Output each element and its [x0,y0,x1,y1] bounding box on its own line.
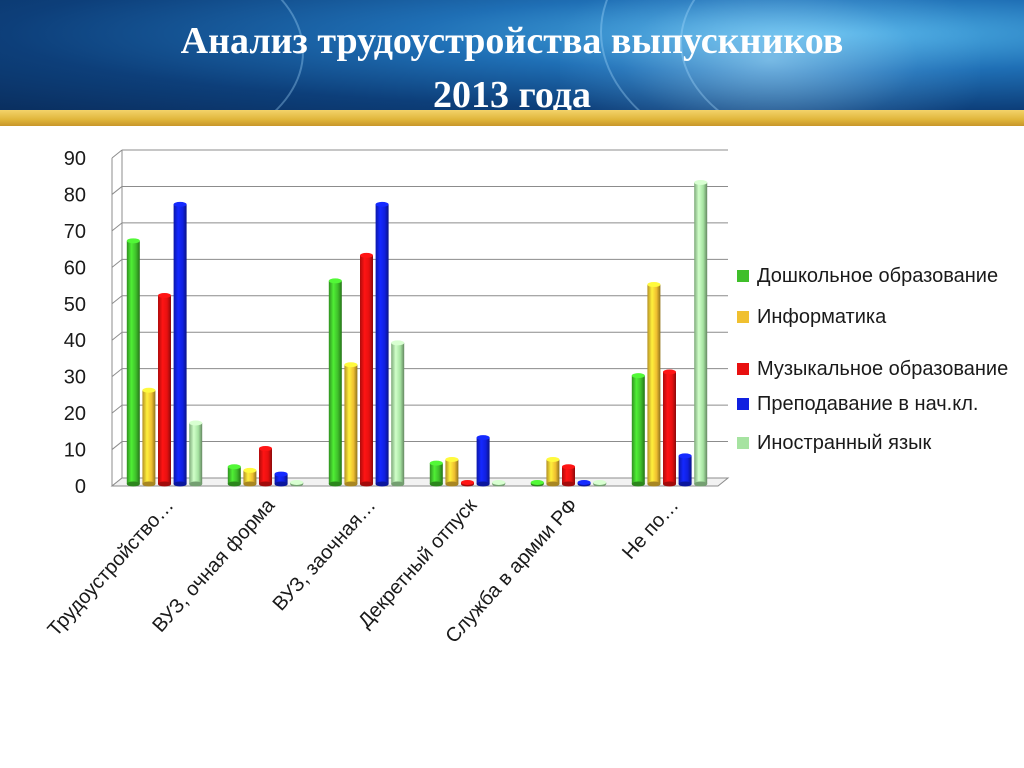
legend-label: Иностранный язык [757,432,932,454]
y-tick-label: 30 [64,367,86,389]
header-banner: Анализ трудоустройства выпускников 2013 … [0,0,1024,112]
bar [631,373,645,487]
legend-label: Преподавание в нач.кл. [757,393,979,415]
bar [344,362,358,487]
bar [429,460,443,487]
legend-label: Информатика [757,306,887,328]
y-tick-label: 80 [64,184,86,206]
bar [290,480,304,487]
legend-swatch [737,398,749,410]
y-tick-label: 10 [64,440,86,462]
bar [694,180,708,487]
bar [663,369,676,487]
y-tick-label: 50 [64,294,86,316]
bar [476,435,490,487]
legend-swatch [737,437,749,449]
x-tick-label: Не по… [618,495,683,564]
gridline [111,258,123,268]
bar [546,456,560,487]
chart-legend: Дошкольное образование Информатика Музык… [735,262,1015,458]
bar [647,282,661,487]
bar [375,201,389,487]
title-line-1: Анализ трудоустройства выпускников [180,20,844,62]
bar [227,464,241,487]
bar [243,467,257,487]
header-arc [680,0,1024,112]
gridline [111,222,123,232]
bar [328,278,342,487]
legend-item: Преподавание в нач.кл. [735,390,1015,419]
page-title: Анализ трудоустройства выпускников 2013 … [0,14,1024,112]
legend-item: Иностранный язык [735,429,1015,458]
bar [360,252,373,487]
bar-chart: 0 10 20 30 40 50 60 70 80 90 Трудоустройство…ВУЗ,… [44,148,730,648]
gridline [111,295,123,305]
y-tick-label: 70 [64,221,86,243]
y-tick-label: 0 [75,476,86,498]
y-tick-label: 40 [64,330,86,352]
title-line-2: 2013 года [433,74,591,112]
bar [445,456,459,487]
legend-swatch [737,363,749,375]
bar [461,480,474,487]
header-gold-bar [0,110,1024,126]
bar [562,464,575,487]
gridline [111,368,123,378]
y-tick-label: 60 [64,257,86,279]
y-tick-label: 20 [64,403,86,425]
legend-label: Дошкольное образование [757,265,999,287]
bar [142,387,156,487]
bar [173,201,187,487]
legend-item: Дошкольное образование [735,262,1015,291]
chart-bars [126,180,708,487]
bar [593,480,607,487]
gridline [111,331,123,341]
bar [530,480,544,487]
legend-swatch [737,311,749,323]
bar [391,340,405,487]
gridline [111,441,123,450]
bar [577,480,591,487]
bar [492,480,506,487]
header-arc [0,0,304,112]
bar [189,420,203,487]
legend-label: Музыкальное образование [757,358,1009,380]
gridline [111,149,123,159]
x-tick-label: ВУЗ, заочная… [269,495,381,616]
y-tick-label: 90 [64,148,86,170]
bar [678,453,692,487]
legend-item: Музыкальное образование [735,355,1015,384]
gridline [111,404,123,414]
bar [274,471,288,487]
gridline [111,186,123,195]
legend-swatch [737,270,749,282]
bar [259,446,272,487]
bar [158,292,171,487]
bar [126,238,140,487]
legend-item: Информатика [735,303,1015,332]
